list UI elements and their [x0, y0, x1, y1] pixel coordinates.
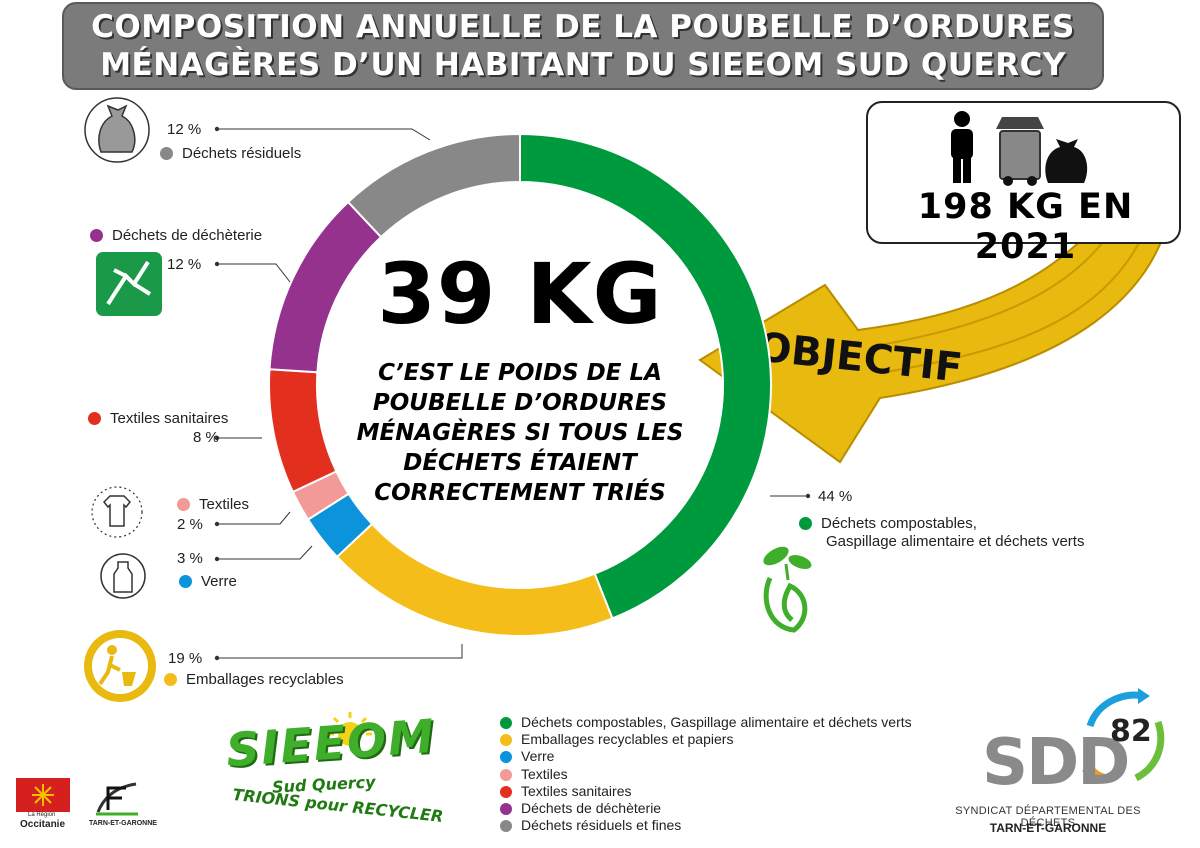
region-occitanie-logo	[16, 778, 70, 812]
region-line1: La Région	[28, 812, 56, 818]
legend-item: Verre	[500, 748, 912, 765]
sdd-logo-line1: SYNDICAT DÉPARTEMENTAL DES DÉCHETS	[955, 805, 1141, 829]
legend-dot	[164, 673, 177, 686]
legend-dot	[500, 785, 512, 798]
donut-slice	[346, 132, 521, 239]
title-banner: COMPOSITION ANNUELLE DE LA POUBELLE D’OR…	[62, 2, 1104, 90]
legend-item: Emballages recyclables et papiers	[500, 731, 912, 748]
legend-dot	[179, 575, 192, 588]
legend-dot	[500, 751, 512, 764]
legend-label: Emballages recyclables et papiers	[521, 731, 734, 748]
callout-residuels-pct: 12 %	[167, 121, 202, 138]
callout-textiles: Textiles	[177, 496, 249, 513]
sdd-logo-line2: TARN-ET-GARONNE	[989, 821, 1107, 835]
trash-bag-icon	[1045, 139, 1088, 183]
center-text-line: POUBELLE D’ORDURES	[372, 390, 668, 416]
department-name: TARN-ET-GARONNE	[89, 820, 157, 827]
callout-sanitaires-name: Textiles sanitaires	[110, 410, 229, 427]
title-line-2: MÉNAGÈRES D’UN HABITANT DU SIEEOM SUD QU…	[100, 47, 1066, 83]
t-shirt-icon	[91, 486, 143, 538]
legend-dot	[799, 517, 812, 530]
legend-dot	[500, 820, 512, 833]
center-text: C’EST LE POIDS DE LA POUBELLE D’ORDURES …	[345, 358, 695, 508]
legend-dot	[177, 498, 190, 511]
legend-item: Textiles sanitaires	[500, 783, 912, 800]
legend-item: Déchets résiduels et fines	[500, 817, 912, 834]
callout-decheterie: Déchets de déchèterie	[90, 227, 262, 244]
wheelie-bin-icon	[996, 117, 1044, 186]
legend-dot	[88, 412, 101, 425]
legend-label: Déchets compostables, Gaspillage aliment…	[521, 714, 912, 730]
region-line2: Occitanie	[20, 819, 66, 830]
callout-compost-line1: Déchets compostables,	[821, 515, 977, 532]
sdd-logo-name: SDD	[982, 726, 1130, 800]
callout-compost-line2: Gaspillage alimentaire et déchets verts	[826, 533, 1085, 550]
sun-icon	[328, 712, 372, 746]
sdd-logo-number: 82	[1110, 714, 1152, 749]
legend-label: Déchets résiduels et fines	[521, 817, 682, 834]
donut-slice	[519, 132, 772, 620]
legend-item: Textiles	[500, 766, 912, 783]
decheterie-icon	[96, 252, 162, 316]
legend-label: Déchets de déchèterie	[521, 800, 662, 817]
callout-emballages: Emballages recyclables	[164, 671, 344, 688]
callout-verre-name: Verre	[201, 573, 237, 590]
glass-bottle-icon	[100, 553, 146, 599]
legend-label: Textiles sanitaires	[521, 782, 632, 799]
center-text-line: DÉCHETS ÉTAIENT	[403, 450, 637, 476]
objective-value: 198 KG EN 2021	[917, 187, 1134, 267]
callout-compost: Déchets compostables,	[799, 515, 977, 532]
callout-emballages-pct: 19 %	[168, 650, 203, 667]
callout-textiles-pct: 2 %	[177, 516, 203, 533]
objective-box: 198 KG EN 2021	[866, 101, 1181, 267]
callout-emballages-name: Emballages recyclables	[186, 671, 344, 688]
legend-item: Déchets de déchèterie	[500, 800, 912, 817]
center-text-line: MÉNAGÈRES SI TOUS LES	[356, 420, 684, 446]
legend-label: Verre	[521, 748, 555, 765]
legend-dot	[160, 147, 173, 160]
title-line-1: COMPOSITION ANNUELLE DE LA POUBELLE D’OR…	[91, 9, 1075, 45]
callout-decheterie-name: Déchets de déchèterie	[112, 227, 263, 244]
center-value: 39 KG	[377, 245, 663, 343]
callout-compost-pct: 44 %	[818, 488, 853, 505]
callout-residuels-name: Déchets résiduels	[182, 145, 302, 162]
legend: Déchets compostables, Gaspillage aliment…	[500, 714, 912, 834]
center-text-line: C’EST LE POIDS DE LA	[378, 360, 662, 386]
callout-textiles-name: Textiles	[199, 496, 250, 513]
callout-residuels: Déchets résiduels	[160, 145, 301, 162]
callout-verre: Verre	[179, 573, 237, 590]
trash-bag-residual-icon	[84, 97, 150, 163]
callout-sanitaires-pct: 8 %	[193, 429, 219, 446]
department-logo	[96, 782, 138, 816]
legend-dot	[500, 768, 512, 781]
legend-dot	[90, 229, 103, 242]
recycling-packaging-icon	[84, 630, 156, 702]
callout-sanitaires: Textiles sanitaires	[88, 410, 228, 427]
legend-dot	[500, 717, 512, 729]
callout-decheterie-pct: 12 %	[167, 256, 202, 273]
compost-sprout-icon	[763, 546, 812, 633]
sdd-arrows-icon	[1082, 688, 1165, 782]
legend-label: Textiles	[521, 765, 568, 782]
center-text-line: CORRECTEMENT TRIÉS	[374, 480, 666, 506]
legend-item: Déchets compostables, Gaspillage aliment…	[500, 714, 912, 731]
legend-dot	[500, 803, 512, 816]
person-icon	[951, 111, 973, 183]
callout-verre-pct: 3 %	[177, 550, 203, 567]
legend-dot	[500, 734, 512, 747]
